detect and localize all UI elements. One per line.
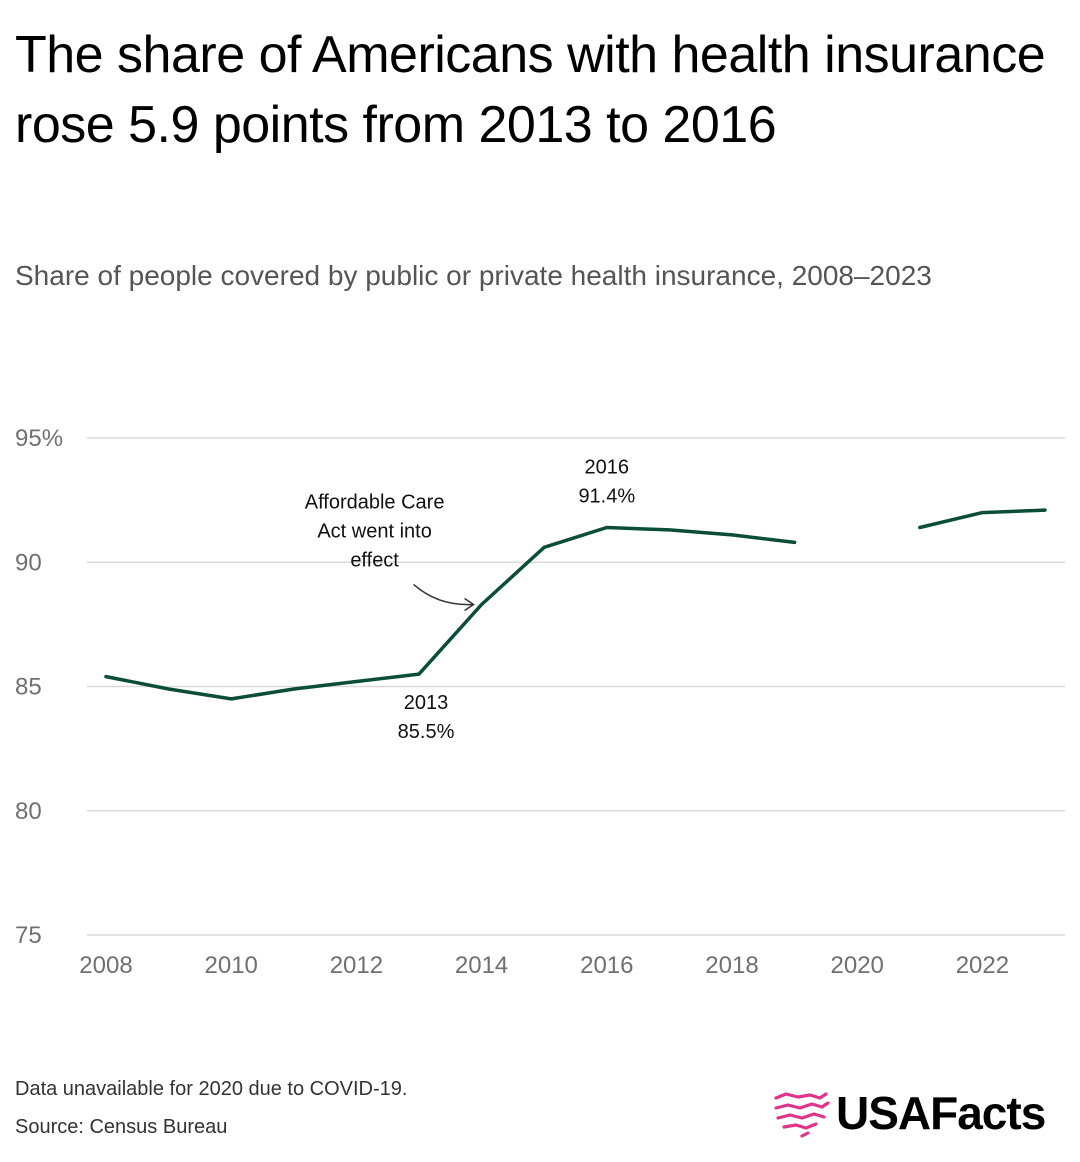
x-tick-label-2020: 2020 [831,952,884,979]
y-axis-ticks: 95% 90 85 80 75 [15,425,63,949]
x-tick-label-2022: 2022 [956,952,1009,979]
series-line-segment-1 [104,525,797,701]
chart-title: The share of Americans with health insur… [15,26,1046,154]
footer-note: Data unavailable for 2020 due to COVID-1… [15,1078,408,1100]
annotations: 2016 91.4% 2013 85.5% Affordable Care Act wen… [305,456,636,743]
annotation-arrowhead [464,597,475,612]
annotation-2013: 2013 85.5% [398,692,455,743]
annotation-text-2014-3: effect [350,549,399,571]
x-tick-label-2012: 2012 [330,952,383,979]
y-tick-label-85: 85 [15,674,42,701]
line-chart: 95% 90 85 80 75 2008 2010 2012 2014 2016 2018 2020… [15,425,1065,979]
y-tick-label-80: 80 [15,798,42,825]
x-tick-label-2014: 2014 [455,952,508,979]
annotation-arrow [413,583,474,606]
annotation-text-2013-1: 2013 [404,692,449,714]
x-tick-label-2018: 2018 [705,952,758,979]
y-tick-label-90: 90 [15,549,42,576]
x-tick-label-2016: 2016 [580,952,633,979]
series-line-segment-2 [918,508,1047,530]
footer-source: Source: Census Bureau [15,1116,228,1138]
annotation-2016: 2016 91.4% [578,456,635,507]
usafacts-logo: USAFacts [772,1084,1072,1144]
x-axis-ticks: 2008 2010 2012 2014 2016 2018 2020 2022 [79,952,1009,979]
us-map-stripes-icon [774,1092,830,1138]
chart-subtitle: Share of people covered by public or pri… [15,260,932,291]
x-tick-label-2008: 2008 [79,952,132,979]
x-tick-label-2010: 2010 [205,952,258,979]
annotation-text-2014-1: Affordable Care [305,491,445,513]
annotation-text-2014-2: Act went into [317,520,432,542]
gridlines [87,437,1065,936]
annotation-text-2016-2: 91.4% [578,485,635,507]
annotation-text-2016-1: 2016 [585,456,630,478]
annotation-2014: Affordable Care Act went into effect [305,491,475,612]
y-tick-label-75: 75 [15,922,42,949]
series-lines [104,508,1047,701]
y-tick-label-95: 95% [15,425,63,452]
annotation-text-2013-2: 85.5% [398,721,455,743]
logo-text: USAFacts [836,1087,1046,1139]
